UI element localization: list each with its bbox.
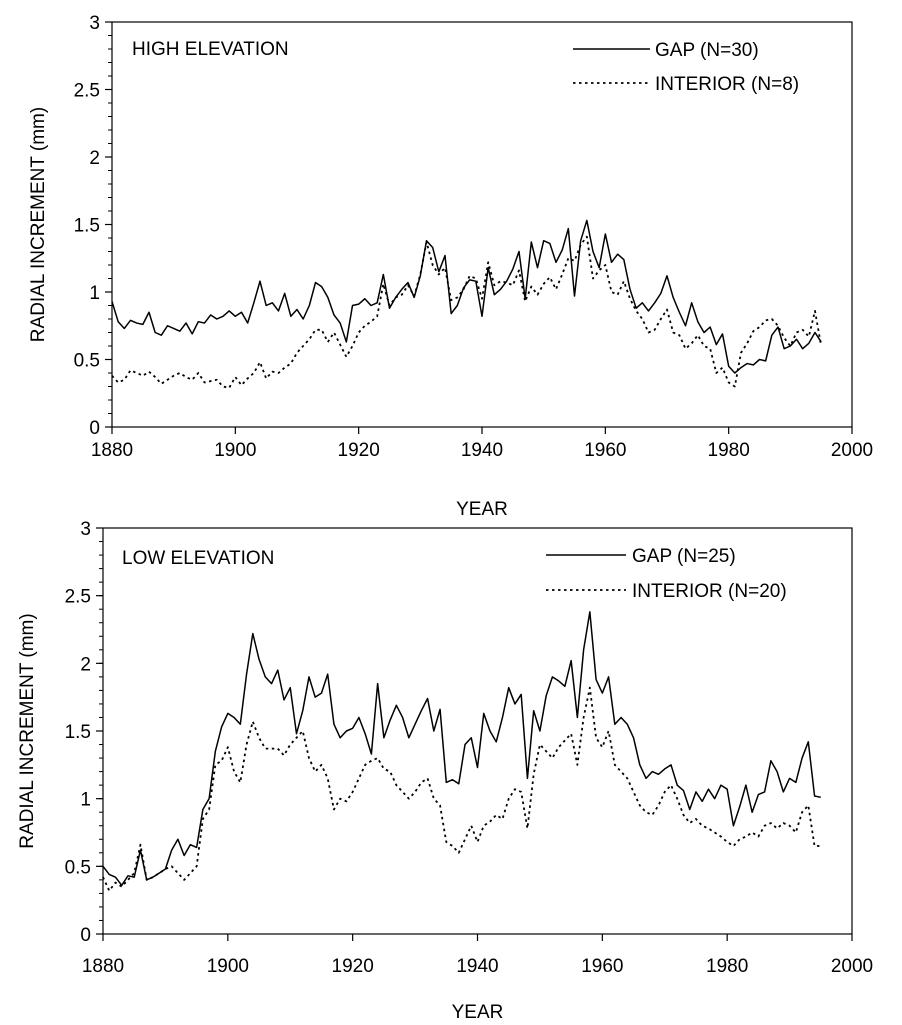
legend-label: GAP (N=30) xyxy=(655,40,759,61)
y-tick-label: 2.5 xyxy=(65,587,91,608)
x-tick-label: 2000 xyxy=(831,956,873,977)
chart-panel-1: 0 0.5 1 1.5 2 2.5 3 1880 1900 1920 1940 1960 1980 200… xyxy=(28,13,873,520)
x-tick-label: 1960 xyxy=(581,956,623,977)
x-tick-label: 1880 xyxy=(82,956,124,977)
x-tick-label: 1980 xyxy=(706,956,748,977)
legend-label: INTERIOR (N=20) xyxy=(632,581,787,602)
y-tick-label: 3 xyxy=(89,13,100,34)
chart-panel-2: 0 0.5 1 1.5 2 2.5 3 1880 1900 1920 1940 1960 1980 200… xyxy=(17,519,873,1023)
legend-label: INTERIOR (N=8) xyxy=(655,74,799,95)
y-tick-label: 2 xyxy=(80,654,91,675)
y-tick-label: 1.5 xyxy=(65,722,91,743)
panel-label: HIGH ELEVATION xyxy=(132,39,289,60)
y-tick-label: 0.5 xyxy=(65,857,91,878)
y-tick-label: 3 xyxy=(80,519,91,540)
x-tick-label: 1940 xyxy=(461,440,503,461)
x-tick-label: 1920 xyxy=(332,956,374,977)
legend-label: GAP (N=25) xyxy=(632,546,736,567)
y-axis-title: RADIAL INCREMENT (mm) xyxy=(17,613,38,848)
panel-label: LOW ELEVATION xyxy=(122,548,274,569)
y-tick-label: 1.5 xyxy=(74,216,100,237)
x-tick-label: 1900 xyxy=(214,440,256,461)
y-tick-label: 1 xyxy=(80,790,91,811)
x-tick-label: 1980 xyxy=(708,440,750,461)
series-line-solid xyxy=(111,219,822,374)
y-tick-label: 0 xyxy=(89,418,100,439)
x-tick-label: 1900 xyxy=(207,956,249,977)
y-tick-label: 0 xyxy=(80,925,91,946)
series-line-solid xyxy=(102,611,821,887)
y-tick-label: 2.5 xyxy=(74,81,100,102)
series-line-dotted xyxy=(111,235,823,389)
x-tick-label: 1920 xyxy=(338,440,380,461)
y-tick-label: 0.5 xyxy=(74,351,100,372)
x-tick-label: 1960 xyxy=(584,440,626,461)
y-tick-label: 2 xyxy=(89,148,100,169)
series-line-dotted xyxy=(102,686,821,892)
y-axis-title: RADIAL INCREMENT (mm) xyxy=(28,107,49,342)
x-axis-title: YEAR xyxy=(456,499,508,520)
x-tick-label: 2000 xyxy=(831,440,873,461)
x-axis-title: YEAR xyxy=(452,1002,504,1023)
x-tick-label: 1940 xyxy=(456,956,498,977)
y-tick-label: 1 xyxy=(89,283,100,304)
x-tick-label: 1880 xyxy=(91,440,133,461)
